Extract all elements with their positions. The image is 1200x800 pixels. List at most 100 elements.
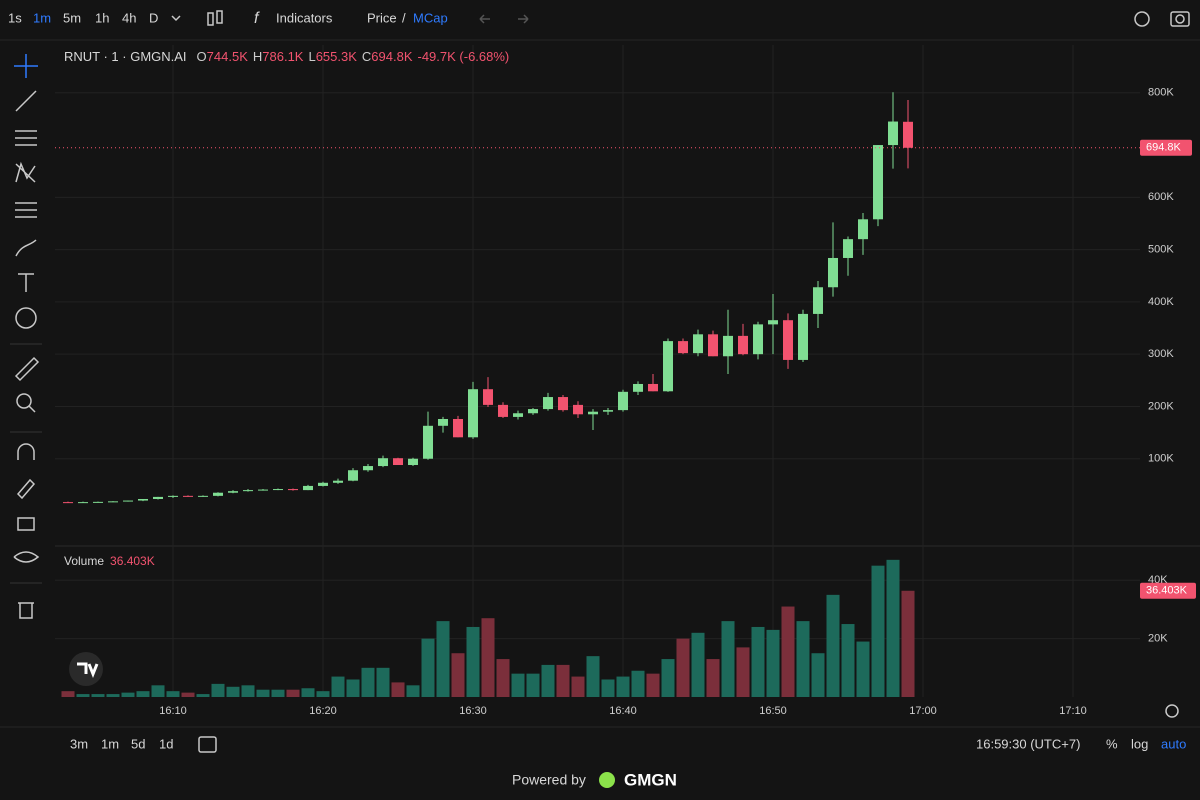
volume-bar xyxy=(316,691,330,697)
volume-bar xyxy=(766,629,780,697)
last-volume-label: 36.403K xyxy=(1146,585,1188,597)
candle-body xyxy=(363,466,373,471)
interval[interactable]: 1s xyxy=(8,10,22,25)
dropdown-icon[interactable] xyxy=(171,15,181,22)
y-tick-label: 100K xyxy=(1148,453,1174,465)
label: O xyxy=(197,49,207,64)
volume-bar xyxy=(751,626,765,697)
candle-body xyxy=(213,492,223,496)
drawing-tools[interactable] xyxy=(13,54,40,619)
candle-body xyxy=(798,313,808,360)
price-toggle[interactable]: Price xyxy=(367,10,397,25)
percent-toggle[interactable]: % xyxy=(1106,736,1118,751)
redo-icon[interactable] xyxy=(518,14,529,24)
volume-bar xyxy=(676,638,690,697)
candle-type-icon[interactable] xyxy=(207,10,223,26)
candle-body xyxy=(888,121,898,146)
range-button[interactable]: 3m xyxy=(70,736,88,751)
candle-body xyxy=(723,335,733,357)
y-tick-label: 600K xyxy=(1148,191,1174,203)
volume-bar xyxy=(151,685,165,697)
volume-bar xyxy=(811,653,825,697)
volume-bar xyxy=(76,694,90,697)
tv-logo-mark xyxy=(77,662,99,679)
separator: / xyxy=(402,10,406,25)
volume-bar xyxy=(361,667,375,697)
candle-body xyxy=(408,458,418,466)
range-button[interactable]: 1m xyxy=(101,736,119,751)
label: C xyxy=(362,49,371,64)
volume-bar xyxy=(691,632,705,697)
candle-body xyxy=(468,389,478,438)
volume-bar xyxy=(616,676,630,697)
volume-bar xyxy=(436,621,450,697)
candle-body xyxy=(738,335,748,355)
volume-bar xyxy=(826,594,840,697)
label: L xyxy=(308,49,315,64)
candle-body xyxy=(453,419,463,438)
axis-settings-icon[interactable] xyxy=(1165,704,1179,718)
x-tick-label: 17:00 xyxy=(909,705,937,717)
indicators-button[interactable]: Indicators xyxy=(276,10,333,25)
range-button[interactable]: 5d xyxy=(131,736,145,751)
fx-icon[interactable]: f xyxy=(254,10,260,27)
volume-bar xyxy=(571,676,585,697)
volume-bar xyxy=(451,653,465,697)
candle-body xyxy=(873,145,883,220)
interval[interactable]: 1m xyxy=(33,10,51,25)
candle-body xyxy=(573,404,583,415)
volume-bar xyxy=(511,673,525,697)
candle-body xyxy=(633,383,643,392)
volume-bar xyxy=(601,679,615,697)
value: 786.1K xyxy=(262,49,304,64)
mcap-toggle[interactable]: MCap xyxy=(413,10,448,25)
candle-body xyxy=(558,397,568,411)
candle-body xyxy=(258,489,268,491)
candle-body xyxy=(498,404,508,417)
volume-bar xyxy=(376,667,390,697)
volume-bar xyxy=(526,673,540,697)
value: 36.403K xyxy=(110,554,155,568)
volume-bar xyxy=(121,692,135,697)
auto-toggle[interactable]: auto xyxy=(1161,736,1186,751)
y-tick-label: 800K xyxy=(1148,87,1174,99)
value: 744.5K xyxy=(207,49,249,64)
interval[interactable]: 4h xyxy=(122,10,136,25)
volume-bar xyxy=(346,679,360,697)
log-toggle[interactable]: log xyxy=(1131,736,1148,751)
value: 655.3K xyxy=(316,49,358,64)
x-tick-label: 16:40 xyxy=(609,705,637,717)
volume-bar xyxy=(646,673,660,697)
change: -49.7K (-6.68%) xyxy=(418,49,510,64)
y-tick-label: 500K xyxy=(1148,244,1174,256)
candle-body xyxy=(903,121,913,148)
camera-lens xyxy=(1175,14,1185,24)
volume-bar xyxy=(166,691,180,697)
volume-bar xyxy=(466,626,480,697)
candle-body xyxy=(378,458,388,467)
settings-icon[interactable] xyxy=(1134,11,1150,27)
volume-bar xyxy=(721,621,735,697)
interval[interactable]: 5m xyxy=(63,10,81,25)
undo-icon[interactable] xyxy=(479,14,490,24)
symbol: RNUT · 1 · GMGN.AI xyxy=(64,49,187,64)
candle-body xyxy=(828,257,838,288)
volume-bar xyxy=(241,685,255,697)
volume-bar xyxy=(496,659,510,697)
camera-icon[interactable] xyxy=(1170,11,1190,27)
interval[interactable]: 1h xyxy=(95,10,109,25)
date-range-icon[interactable] xyxy=(198,736,217,753)
range-button[interactable]: 1d xyxy=(159,736,173,751)
volume-bar xyxy=(211,683,225,697)
candle-body xyxy=(588,411,598,415)
candle-body xyxy=(708,334,718,357)
candle-body xyxy=(288,489,298,491)
interval[interactable]: D xyxy=(149,10,158,25)
candle-body xyxy=(603,410,613,412)
candle-body xyxy=(78,502,88,504)
volume-bar xyxy=(541,664,555,697)
volume-bar xyxy=(706,659,720,697)
volume-bar xyxy=(196,694,210,697)
